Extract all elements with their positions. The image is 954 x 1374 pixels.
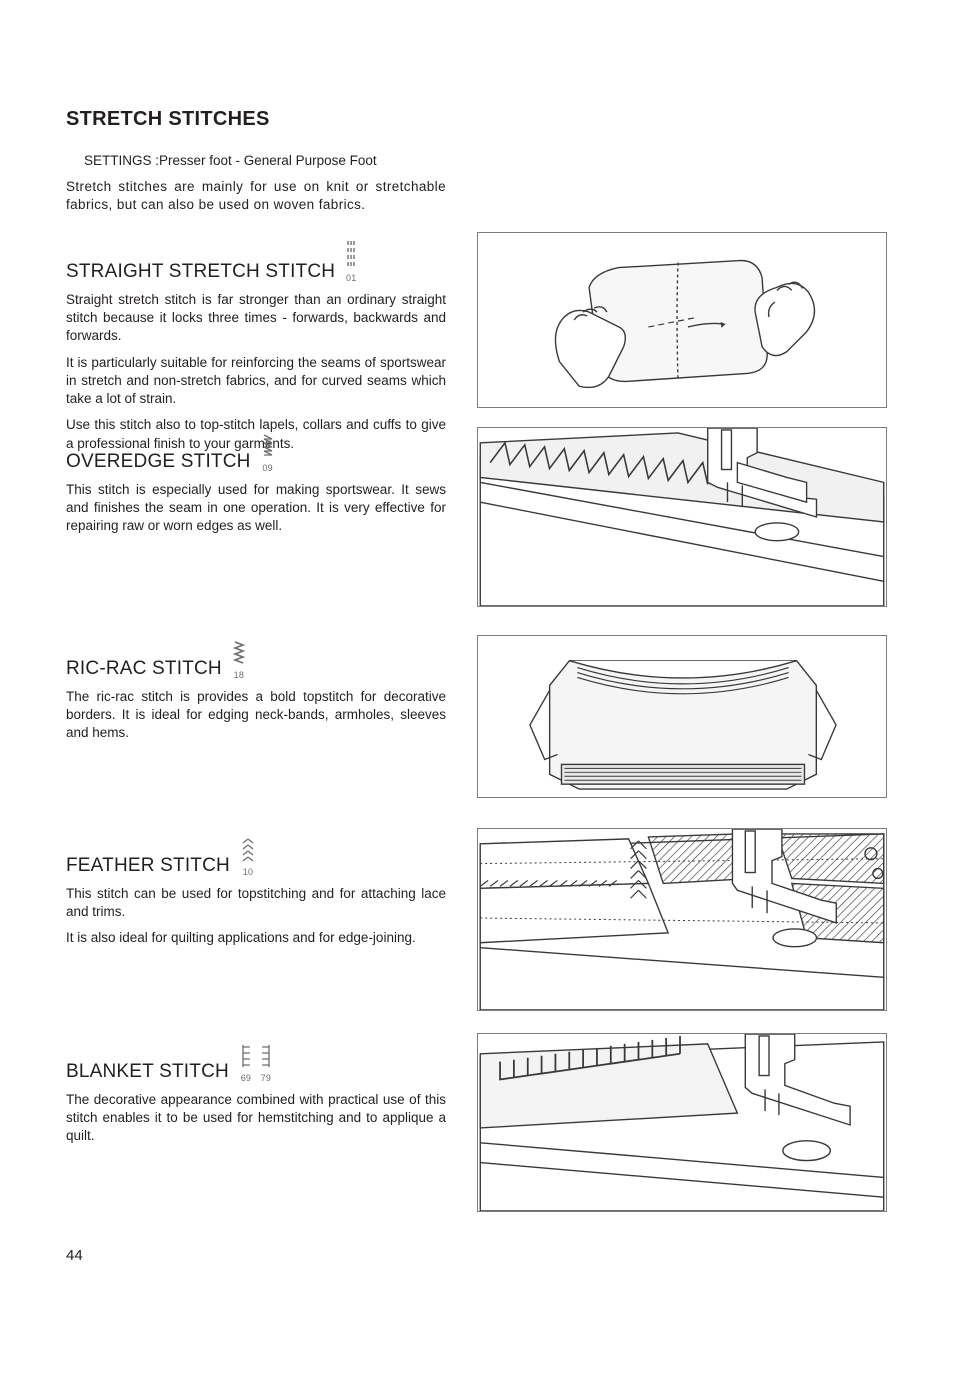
blanket-p1: The decorative appearance combined with …: [66, 1091, 446, 1146]
straight-stitch-icon: 01: [345, 239, 357, 283]
main-title: STRETCH STITCHES: [66, 108, 446, 131]
feather-title: FEATHER STITCH: [66, 855, 230, 877]
overedge-stitch-icon: 09: [261, 433, 275, 473]
ricrac-p1: The ric-rac stitch is provides a bold to…: [66, 688, 446, 743]
blanket-title-row: BLANKET STITCH 69 79: [66, 1043, 446, 1083]
feather-stitch-icon: 10: [240, 837, 256, 877]
ricrac-title: RIC-RAC STITCH: [66, 658, 222, 680]
blanket-icon-num-2: 79: [261, 1073, 271, 1083]
ricrac-illustration: [477, 635, 887, 798]
overedge-p1: This stitch is especially used for makin…: [66, 481, 446, 536]
ricrac-title-row: RIC-RAC STITCH 18: [66, 640, 446, 680]
feather-icon-num: 10: [243, 867, 253, 877]
blanket-title: BLANKET STITCH: [66, 1061, 229, 1083]
blanket-illustration: [477, 1033, 887, 1212]
page-number: 44: [66, 1247, 83, 1264]
overedge-title-row: OVEREDGE STITCH 09: [66, 433, 446, 473]
feather-p2: It is also ideal for quilting applicatio…: [66, 929, 446, 947]
settings-line: SETTINGS :Presser foot - General Purpose…: [66, 153, 446, 168]
straight-p2: It is particularly suitable for reinforc…: [66, 354, 446, 409]
overedge-illustration: [477, 427, 887, 607]
overedge-icon-num: 09: [262, 463, 272, 473]
ricrac-icon-num: 18: [234, 670, 244, 680]
straight-title: STRAIGHT STRETCH STITCH: [66, 261, 335, 283]
overedge-title: OVEREDGE STITCH: [66, 451, 251, 473]
feather-p1: This stitch can be used for topstitching…: [66, 885, 446, 921]
straight-icon-num: 01: [346, 273, 356, 283]
straight-illustration: [477, 232, 887, 408]
intro-text: Stretch stitches are mainly for use on k…: [66, 178, 446, 214]
feather-title-row: FEATHER STITCH 10: [66, 837, 446, 877]
feather-illustration: [477, 828, 887, 1011]
ricrac-stitch-icon: 18: [232, 640, 246, 680]
straight-p1: Straight stretch stitch is far stronger …: [66, 291, 446, 346]
blanket-stitch-icon-2: 79: [259, 1043, 273, 1083]
blanket-stitch-icon-1: 69: [239, 1043, 253, 1083]
blanket-icon-num-1: 69: [241, 1073, 251, 1083]
straight-title-row: STRAIGHT STRETCH STITCH 01: [66, 239, 446, 283]
